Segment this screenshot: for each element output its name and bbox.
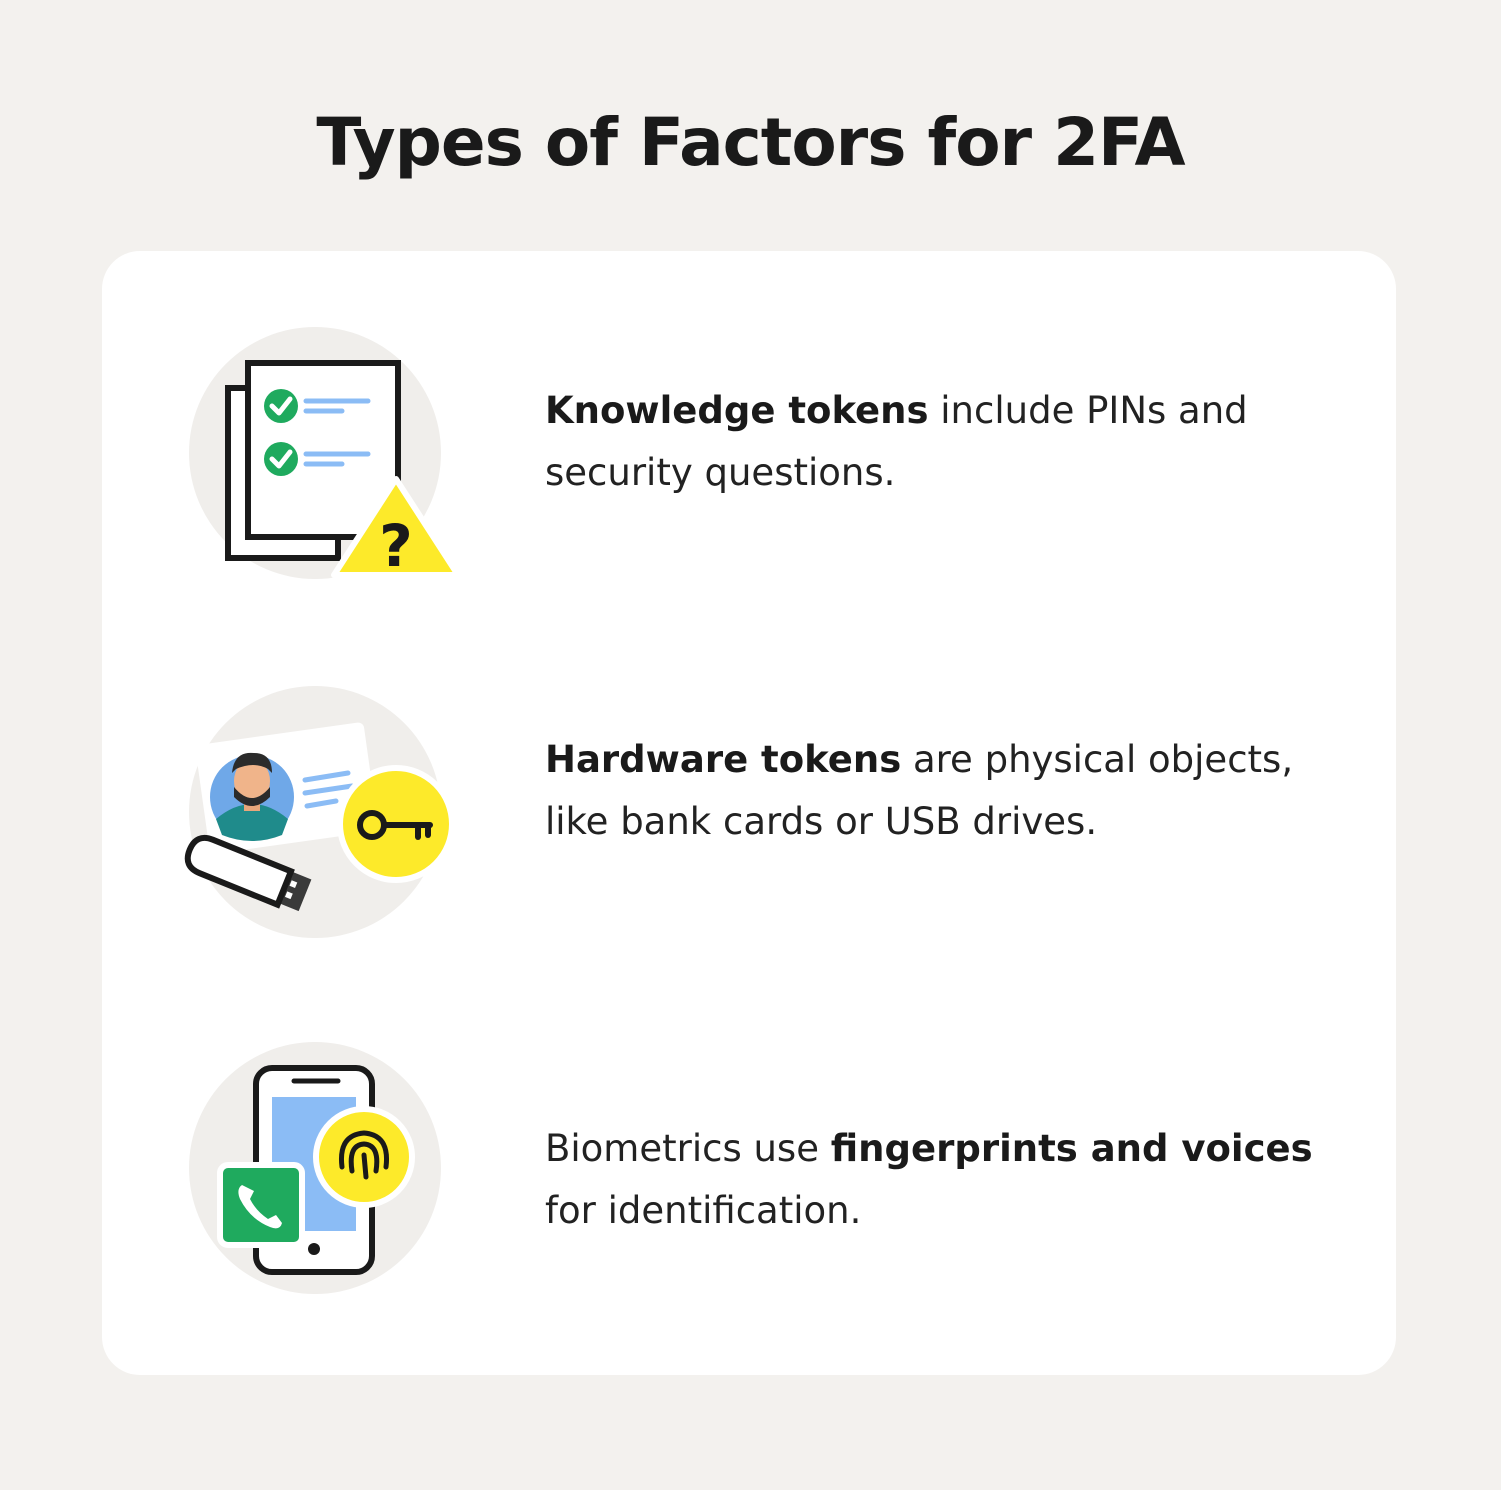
- factor-text: for identification.: [545, 1189, 862, 1232]
- factor-text: are physical objects, like bank cards or…: [545, 738, 1294, 843]
- factor-description-hardware: Hardware tokens are physical objects, li…: [545, 729, 1345, 853]
- phone-fingerprint-icon: [162, 1027, 482, 1327]
- factor-bold-text: Knowledge tokens: [545, 389, 929, 432]
- factor-row-knowledge: ? Knowledge tokens include PINs and secu…: [102, 313, 1396, 613]
- id-card-usb-key-icon: [162, 669, 482, 969]
- factor-bold-text: fingerprints and voices: [830, 1127, 1313, 1170]
- question-mark-glyph: ?: [379, 512, 413, 580]
- factor-row-hardware: Hardware tokens are physical objects, li…: [102, 669, 1396, 969]
- factor-text: include PINs and security questions.: [545, 389, 1248, 494]
- factor-description-knowledge: Knowledge tokens include PINs and securi…: [545, 380, 1345, 504]
- factor-description-biometrics: Biometrics use fingerprints and voices f…: [545, 1118, 1345, 1242]
- factor-row-biometrics: Biometrics use fingerprints and voices f…: [102, 1027, 1396, 1327]
- factors-card: ? Knowledge tokens include PINs and secu…: [102, 251, 1396, 1375]
- factor-bold-text: Hardware tokens: [545, 738, 902, 781]
- page-title: Types of Factors for 2FA: [316, 104, 1185, 181]
- factor-text: Biometrics use: [545, 1127, 831, 1170]
- document-checklist-warning-icon: ?: [162, 313, 482, 613]
